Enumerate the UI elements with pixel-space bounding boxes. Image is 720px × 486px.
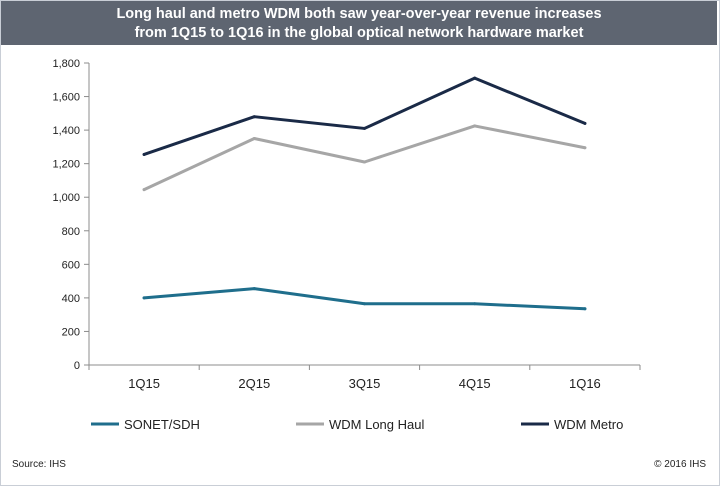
series-line-sonet-sdh — [142, 287, 587, 311]
y-tick-label: 1,800 — [52, 58, 80, 70]
y-tick-label: 1,200 — [52, 159, 80, 171]
data-point-sonet-sdh — [252, 287, 256, 291]
data-point-wdm-long-haul — [583, 146, 587, 150]
data-point-sonet-sdh — [142, 296, 146, 300]
data-point-wdm-metro — [142, 152, 146, 156]
data-point-wdm-metro — [252, 115, 256, 119]
data-point-wdm-metro — [363, 126, 366, 130]
data-point-wdm-metro — [473, 76, 477, 80]
data-point-sonet-sdh — [363, 302, 366, 306]
data-point-wdm-long-haul — [142, 188, 146, 192]
legend-label: WDM Metro — [554, 417, 623, 432]
x-tick-label: 2Q15 — [238, 376, 270, 391]
y-tick-label: 0 — [74, 360, 80, 372]
y-tick-label: 1,600 — [52, 92, 80, 104]
data-point-wdm-long-haul — [252, 137, 256, 140]
source-note: Source: IHS — [12, 459, 66, 470]
y-tick-label: 400 — [62, 293, 80, 305]
series-line-wdm-metro — [142, 76, 587, 156]
x-tick-label: 4Q15 — [459, 376, 491, 391]
legend-label: WDM Long Haul — [329, 417, 424, 432]
y-tick-label: 1,000 — [52, 192, 80, 204]
copyright-note: © 2016 IHS — [654, 459, 706, 470]
chart-title-line-1: Long haul and metro WDM both saw year-ov… — [116, 6, 602, 22]
axes: 0 200 400 600 800 1,000 1,200 1,400 1,600 1,800 1Q… — [52, 58, 641, 391]
y-tick-label: 200 — [62, 326, 80, 338]
series-line-wdm-long-haul — [142, 124, 587, 192]
data-point-wdm-long-haul — [363, 160, 366, 164]
data-point-wdm-metro — [583, 121, 587, 125]
data-point-wdm-long-haul — [473, 124, 477, 128]
x-tick-label: 1Q15 — [128, 376, 160, 391]
data-point-sonet-sdh — [583, 307, 587, 311]
series-lines — [142, 76, 587, 311]
y-tick-label: 800 — [62, 226, 80, 238]
legend: SONET/SDH WDM Long Haul WDM Metro — [91, 417, 623, 432]
y-tick-label: 1,400 — [52, 125, 80, 137]
x-tick-label: 1Q16 — [569, 376, 601, 391]
data-point-sonet-sdh — [473, 302, 477, 306]
legend-label: SONET/SDH — [124, 417, 200, 432]
title-band: Long haul and metro WDM both saw year-ov… — [1, 1, 717, 45]
chart-title-line-2: from 1Q15 to 1Q16 in the global optical … — [134, 25, 584, 41]
y-tick-label: 600 — [62, 259, 80, 271]
x-tick-label: 3Q15 — [349, 376, 381, 391]
